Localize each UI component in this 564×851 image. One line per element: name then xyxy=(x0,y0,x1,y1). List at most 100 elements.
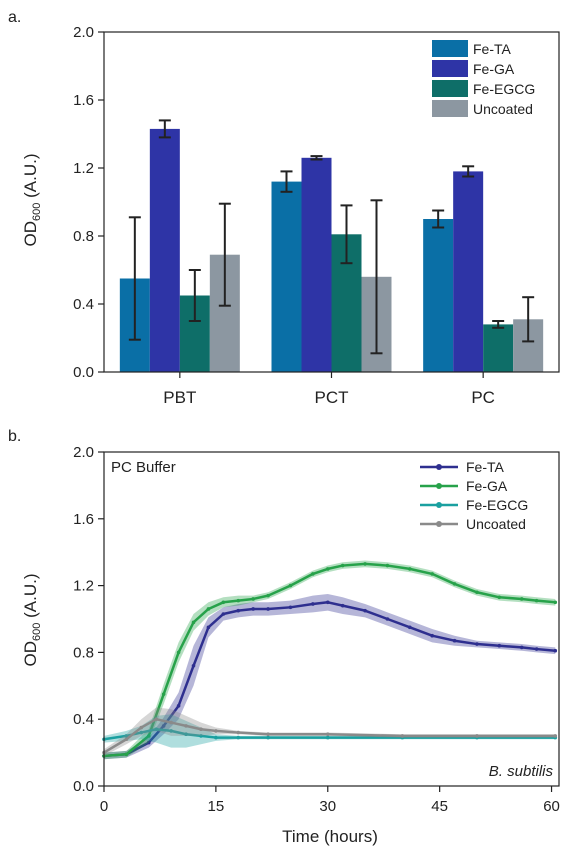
data-point xyxy=(124,752,129,757)
bar xyxy=(453,171,484,372)
data-point xyxy=(161,724,166,728)
data-point xyxy=(251,597,255,601)
legend-label: Fe-EGCG xyxy=(466,497,528,513)
y-tick-label: 1.6 xyxy=(73,92,94,109)
error-bar xyxy=(340,204,353,265)
x-tick-label: 30 xyxy=(319,798,336,815)
data-point xyxy=(199,727,203,732)
data-point xyxy=(288,605,293,610)
data-point xyxy=(236,608,241,613)
series-band xyxy=(104,714,556,748)
data-point xyxy=(184,732,188,737)
plot-frame-b xyxy=(103,451,560,787)
legend-swatch xyxy=(432,80,468,97)
data-point xyxy=(266,735,270,740)
data-point xyxy=(311,602,315,606)
line-chart-panel: b. 0.0 0.4 0.8 1.2 1.6 2.0 0 15 30 45 60 PC Buffer… xyxy=(8,428,560,846)
data-point xyxy=(325,732,330,737)
y-tick-label: 0.4 xyxy=(73,711,94,728)
data-point xyxy=(154,717,159,721)
data-point xyxy=(184,724,188,728)
data-point xyxy=(475,590,479,595)
data-point xyxy=(452,638,457,643)
x-tick-label: 60 xyxy=(543,798,560,815)
legend-swatch xyxy=(432,100,468,117)
y-tick-label: 0.0 xyxy=(73,364,94,381)
data-point xyxy=(154,727,159,732)
series-band xyxy=(104,560,556,760)
data-point xyxy=(214,729,218,733)
x-category-label: PBT xyxy=(163,388,196,407)
data-point xyxy=(176,650,181,655)
panel-label-a: a. xyxy=(8,9,21,26)
data-point xyxy=(553,600,558,605)
data-point xyxy=(176,704,181,708)
y-tick-label: 0.8 xyxy=(73,228,94,245)
data-point xyxy=(266,607,270,611)
legend-label: Fe-TA xyxy=(466,459,505,475)
error-bar xyxy=(218,202,231,307)
data-point xyxy=(206,607,211,611)
data-point xyxy=(325,567,330,571)
data-point xyxy=(519,597,524,601)
bar xyxy=(483,324,514,372)
x-tick-label: 15 xyxy=(208,798,225,815)
legend-b: Fe-TA Fe-GA Fe-EGCG Uncoated xyxy=(420,459,528,532)
series-line xyxy=(103,717,556,754)
error-bar xyxy=(370,199,383,355)
error-bar xyxy=(522,296,535,343)
data-point xyxy=(311,572,315,576)
error-bar xyxy=(432,209,445,229)
series-line xyxy=(103,727,556,741)
data-point xyxy=(408,567,412,571)
organism-label: B. subtilis xyxy=(489,763,554,780)
legend-swatch xyxy=(432,40,468,57)
data-point xyxy=(385,563,390,568)
error-bar xyxy=(462,165,475,178)
bar-group xyxy=(119,119,544,372)
data-point xyxy=(400,734,405,738)
data-point xyxy=(169,729,173,733)
y-axis-label-b: OD600 (A.U.) xyxy=(21,574,43,667)
data-point xyxy=(191,663,196,668)
data-point xyxy=(475,642,479,646)
bar xyxy=(423,219,454,372)
y-tick-label: 0.4 xyxy=(73,296,94,313)
data-point xyxy=(553,648,558,653)
data-point xyxy=(363,608,367,613)
data-point xyxy=(363,562,367,566)
data-point xyxy=(169,720,173,725)
y-tick-label: 2.0 xyxy=(73,444,94,461)
data-point xyxy=(266,732,270,737)
data-point xyxy=(325,600,330,605)
data-point xyxy=(146,734,151,738)
data-point xyxy=(214,735,218,740)
legend-marker xyxy=(436,483,442,489)
x-axis-label-b: Time (hours) xyxy=(282,827,378,846)
series-band xyxy=(104,707,556,756)
data-point xyxy=(266,593,270,598)
x-tick-label: 45 xyxy=(431,798,448,815)
data-point xyxy=(236,730,241,735)
y-tick-label: 1.2 xyxy=(73,160,94,177)
data-point xyxy=(139,725,144,730)
data-point xyxy=(199,734,203,738)
data-point xyxy=(191,620,196,625)
legend-label: Fe-TA xyxy=(473,41,512,57)
legend-swatch xyxy=(432,60,468,77)
y-tick-label: 0.0 xyxy=(73,778,94,795)
bar xyxy=(301,157,332,372)
data-point xyxy=(139,730,144,735)
data-point xyxy=(497,595,502,600)
data-point xyxy=(408,625,412,630)
legend-marker xyxy=(436,521,442,527)
error-bar xyxy=(128,216,141,341)
data-point xyxy=(475,734,479,738)
data-point xyxy=(430,572,434,576)
data-point xyxy=(340,603,345,608)
x-tick-label: 0 xyxy=(100,798,108,815)
x-category-label: PCT xyxy=(315,388,349,407)
y-axis-label-a: OD600 (A.U.) xyxy=(21,154,43,247)
data-point xyxy=(251,607,255,611)
